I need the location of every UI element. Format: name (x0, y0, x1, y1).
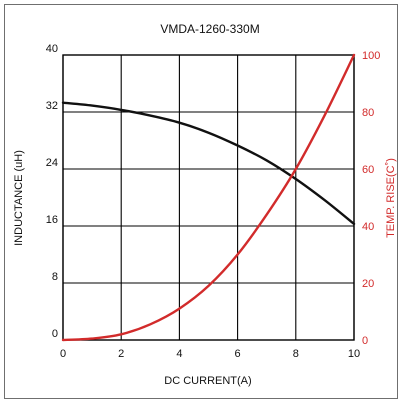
y-right-tick-label: 80 (362, 107, 374, 119)
grid (62, 54, 355, 341)
y-left-tick-label: 0 (52, 328, 58, 340)
chart-title: VMDA-1260-330M (160, 22, 259, 36)
y-right-tick-label: 60 (362, 164, 374, 176)
plot-area-border (62, 54, 355, 341)
x-tick-label: 4 (176, 348, 182, 360)
x-tick-label: 0 (60, 348, 66, 360)
x-tick-label: 10 (348, 348, 360, 360)
y-left-tick-label: 32 (46, 100, 58, 112)
y-left-tick-label: 40 (46, 43, 58, 55)
y-left-tick-label: 16 (46, 214, 58, 226)
y-axis-left-label: INDUCTANCE (uH) (13, 150, 25, 246)
y-right-tick-label: 0 (362, 335, 368, 347)
y-right-tick-label: 100 (362, 50, 380, 62)
series-lines (61, 53, 356, 342)
chart-frame (4, 4, 398, 399)
y-left-tick-label: 24 (46, 157, 58, 169)
y-right-tick-label: 20 (362, 278, 374, 290)
y-right-tick-label: 40 (362, 221, 374, 233)
y-left-tick-label: 8 (52, 271, 58, 283)
x-axis-label: DC CURRENT(A) (164, 375, 251, 387)
x-tick-label: 6 (235, 348, 241, 360)
y-axis-right-label: TEMP. RISE(C˚) (385, 158, 397, 238)
x-tick-label: 8 (293, 348, 299, 360)
inductance-curve (61, 101, 356, 226)
x-tick-label: 2 (118, 348, 124, 360)
temp-rise-curve (61, 53, 356, 342)
